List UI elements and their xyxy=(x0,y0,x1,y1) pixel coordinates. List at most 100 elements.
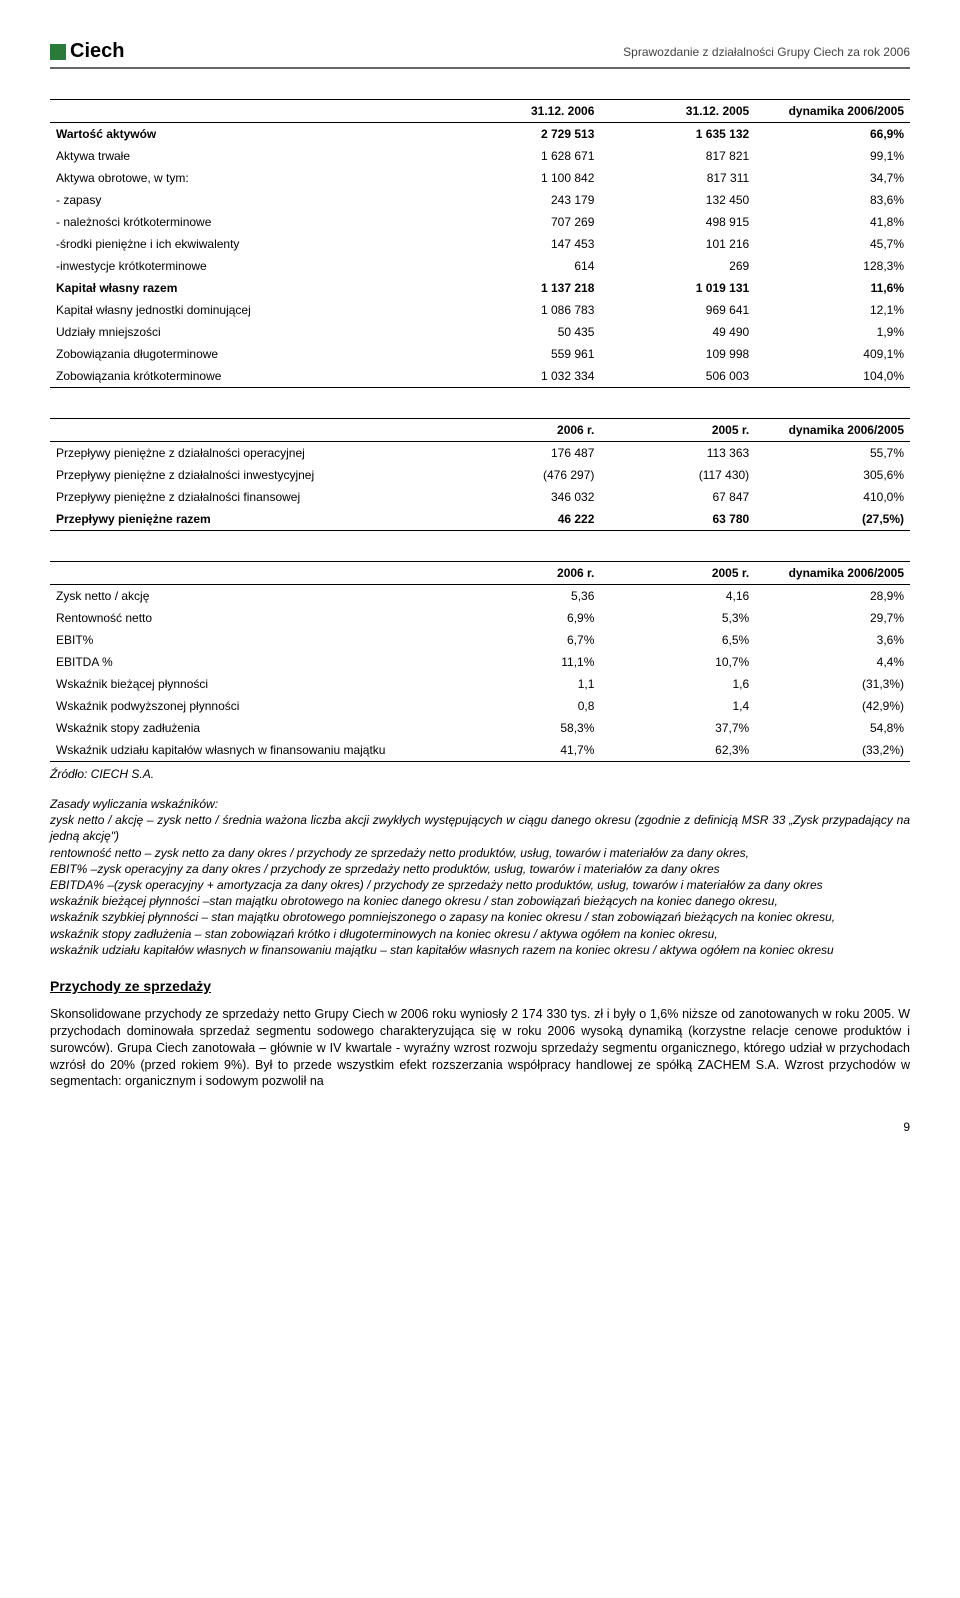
cell: Aktywa obrotowe, w tym: xyxy=(50,167,446,189)
table-row: Wskaźnik bieżącej płynności1,11,6(31,3%) xyxy=(50,673,910,695)
cell: 1,6 xyxy=(600,673,755,695)
cell: 1 086 783 xyxy=(446,299,601,321)
logo: Ciech xyxy=(50,40,124,63)
cell: 3,6% xyxy=(755,629,910,651)
table-row: Zobowiązania długoterminowe559 961109 99… xyxy=(50,343,910,365)
logo-text: Ciech xyxy=(70,40,124,63)
cell: 5,36 xyxy=(446,585,601,608)
cell: 707 269 xyxy=(446,211,601,233)
cell: Przepływy pieniężne z działalności inwes… xyxy=(50,464,446,486)
cell: 104,0% xyxy=(755,365,910,388)
cell: 45,7% xyxy=(755,233,910,255)
table-row: Przepływy pieniężne z działalności opera… xyxy=(50,442,910,465)
cell: 176 487 xyxy=(446,442,601,465)
cell: 346 032 xyxy=(446,486,601,508)
cell: 4,16 xyxy=(600,585,755,608)
cell: 41,8% xyxy=(755,211,910,233)
cell: 1 019 131 xyxy=(600,277,755,299)
cell: 128,3% xyxy=(755,255,910,277)
cell: 1 628 671 xyxy=(446,145,601,167)
cell: -środki pieniężne i ich ekwiwalenty xyxy=(50,233,446,255)
cell: 41,7% xyxy=(446,739,601,762)
table-header-row: 2006 r. 2005 r. dynamika 2006/2005 xyxy=(50,419,910,442)
table-row: - należności krótkoterminowe707 269498 9… xyxy=(50,211,910,233)
cell: 12,1% xyxy=(755,299,910,321)
cell: 4,4% xyxy=(755,651,910,673)
cell: Zobowiązania krótkoterminowe xyxy=(50,365,446,388)
cell: 269 xyxy=(600,255,755,277)
cell: Przepływy pieniężne razem xyxy=(50,508,446,531)
cell: 62,3% xyxy=(600,739,755,762)
th: dynamika 2006/2005 xyxy=(755,562,910,585)
document-title: Sprawozdanie z działalności Grupy Ciech … xyxy=(623,45,910,59)
cell: 113 363 xyxy=(600,442,755,465)
cell: 969 641 xyxy=(600,299,755,321)
cell: 28,9% xyxy=(755,585,910,608)
cell: 5,3% xyxy=(600,607,755,629)
cell: 63 780 xyxy=(600,508,755,531)
th: 2006 r. xyxy=(446,562,601,585)
cell: 37,7% xyxy=(600,717,755,739)
th: dynamika 2006/2005 xyxy=(755,100,910,123)
cell: -inwestycje krótkoterminowe xyxy=(50,255,446,277)
table-row: Wskaźnik udziału kapitałów własnych w fi… xyxy=(50,739,910,762)
cell: 1,1 xyxy=(446,673,601,695)
definitions-block: Zasady wyliczania wskaźników: zysk netto… xyxy=(50,796,910,958)
cell: 1 635 132 xyxy=(600,123,755,146)
cell: Aktywa trwałe xyxy=(50,145,446,167)
cell: 67 847 xyxy=(600,486,755,508)
cell: Zysk netto / akcję xyxy=(50,585,446,608)
cell: 66,9% xyxy=(755,123,910,146)
cell: Przepływy pieniężne z działalności finan… xyxy=(50,486,446,508)
th: 31.12. 2006 xyxy=(446,100,601,123)
cell: (27,5%) xyxy=(755,508,910,531)
cell: 817 821 xyxy=(600,145,755,167)
table-row: Przepływy pieniężne z działalności inwes… xyxy=(50,464,910,486)
cell: Przepływy pieniężne z działalności opera… xyxy=(50,442,446,465)
cell: Zobowiązania długoterminowe xyxy=(50,343,446,365)
cell: Rentowność netto xyxy=(50,607,446,629)
cell: (33,2%) xyxy=(755,739,910,762)
table-row: Kapitał własny razem1 137 2181 019 13111… xyxy=(50,277,910,299)
cell: 410,0% xyxy=(755,486,910,508)
cell: Wartość aktywów xyxy=(50,123,446,146)
th: 31.12. 2005 xyxy=(600,100,755,123)
cell: 34,7% xyxy=(755,167,910,189)
table-cashflow: 2006 r. 2005 r. dynamika 2006/2005 Przep… xyxy=(50,418,910,531)
cell: Kapitał własny razem xyxy=(50,277,446,299)
cell: Kapitał własny jednostki dominującej xyxy=(50,299,446,321)
definitions-body: zysk netto / akcję – zysk netto / średni… xyxy=(50,813,910,957)
cell: 243 179 xyxy=(446,189,601,211)
cell: 109 998 xyxy=(600,343,755,365)
table-row: Przepływy pieniężne z działalności finan… xyxy=(50,486,910,508)
cell: 559 961 xyxy=(446,343,601,365)
cell: 11,1% xyxy=(446,651,601,673)
cell: 58,3% xyxy=(446,717,601,739)
cell: Wskaźnik bieżącej płynności xyxy=(50,673,446,695)
th: 2005 r. xyxy=(600,562,755,585)
table-row: Przepływy pieniężne razem46 22263 780(27… xyxy=(50,508,910,531)
table-row: -inwestycje krótkoterminowe614269128,3% xyxy=(50,255,910,277)
table-assets: 31.12. 2006 31.12. 2005 dynamika 2006/20… xyxy=(50,99,910,388)
cell: 55,7% xyxy=(755,442,910,465)
definitions-title: Zasady wyliczania wskaźników: xyxy=(50,797,218,811)
cell: 2 729 513 xyxy=(446,123,601,146)
section-body: Skonsolidowane przychody ze sprzedaży ne… xyxy=(50,1006,910,1090)
cell: 1 137 218 xyxy=(446,277,601,299)
cell: (42,9%) xyxy=(755,695,910,717)
cell: 11,6% xyxy=(755,277,910,299)
th: 2005 r. xyxy=(600,419,755,442)
cell: 6,5% xyxy=(600,629,755,651)
cell: 614 xyxy=(446,255,601,277)
cell: 54,8% xyxy=(755,717,910,739)
table-row: Wartość aktywów2 729 5131 635 13266,9% xyxy=(50,123,910,146)
source-note: Źródło: CIECH S.A. xyxy=(50,767,910,781)
cell: 50 435 xyxy=(446,321,601,343)
table-row: Zysk netto / akcję5,364,1628,9% xyxy=(50,585,910,608)
page-header: Ciech Sprawozdanie z działalności Grupy … xyxy=(50,40,910,69)
cell: 29,7% xyxy=(755,607,910,629)
page-number: 9 xyxy=(50,1120,910,1134)
cell: 49 490 xyxy=(600,321,755,343)
table-header-row: 2006 r. 2005 r. dynamika 2006/2005 xyxy=(50,562,910,585)
table-row: Kapitał własny jednostki dominującej1 08… xyxy=(50,299,910,321)
